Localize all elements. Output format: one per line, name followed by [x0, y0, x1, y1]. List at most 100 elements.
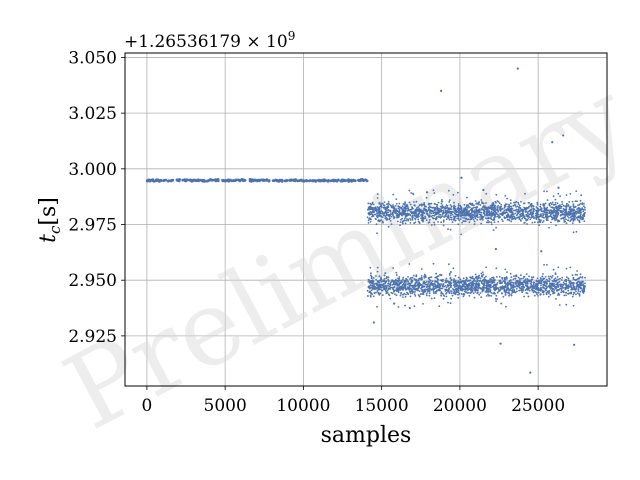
data-point: [573, 214, 575, 217]
data-point: [536, 214, 538, 216]
data-point: [471, 211, 473, 214]
data-point: [463, 217, 466, 219]
data-point: [380, 210, 382, 212]
data-point: [448, 218, 451, 221]
data-point: [467, 280, 469, 283]
y-tick-label: 2.950: [68, 271, 117, 291]
data-point: [550, 210, 553, 213]
data-point: [387, 213, 390, 216]
data-point: [466, 214, 469, 216]
data-point: [450, 212, 452, 215]
data-point: [503, 204, 506, 207]
data-point: [496, 208, 499, 211]
data-point: [560, 214, 562, 216]
data-point: [369, 294, 372, 297]
data-point: [545, 285, 547, 288]
data-point: [436, 211, 439, 213]
data-point: [405, 289, 407, 291]
data-point: [208, 178, 212, 182]
data-point: [370, 218, 372, 221]
data-point: [528, 289, 531, 292]
data-point: [465, 214, 467, 217]
data-point: [540, 250, 543, 253]
data-point: [490, 278, 493, 281]
data-point: [425, 292, 428, 295]
data-point: [489, 207, 492, 209]
data-point: [500, 287, 503, 289]
data-point: [567, 277, 570, 280]
data-point: [498, 275, 501, 278]
data-point: [395, 198, 398, 201]
data-point: [437, 278, 440, 281]
data-point: [375, 291, 377, 294]
data-point: [493, 221, 496, 224]
data-point: [448, 272, 451, 275]
data-point: [372, 282, 374, 285]
data-point: [434, 203, 437, 206]
data-point: [496, 282, 499, 284]
data-point: [381, 289, 384, 292]
data-point: [510, 287, 513, 290]
data-point: [573, 212, 575, 215]
data-point: [432, 262, 435, 265]
data-point: [520, 200, 522, 203]
data-point: [152, 179, 156, 183]
data-point: [483, 205, 486, 208]
data-point: [527, 217, 530, 219]
data-point: [420, 286, 423, 289]
data-point: [509, 208, 512, 211]
data-point: [389, 297, 392, 300]
data-point: [536, 287, 538, 290]
data-point: [528, 275, 530, 278]
data-point: [415, 211, 418, 213]
data-point: [562, 291, 565, 294]
data-point: [506, 271, 508, 273]
data-point: [579, 217, 582, 220]
data-point: [503, 216, 506, 219]
data-point: [453, 201, 455, 204]
data-point: [543, 204, 546, 207]
data-point: [425, 286, 428, 289]
data-point: [421, 215, 423, 218]
data-point: [528, 202, 530, 204]
data-point: [487, 219, 489, 222]
data-point: [537, 281, 540, 284]
data-point: [428, 287, 431, 290]
data-point: [469, 202, 471, 205]
data-point: [409, 222, 412, 224]
data-point: [560, 283, 562, 286]
data-point: [454, 219, 457, 222]
data-point: [441, 287, 444, 290]
data-point: [468, 221, 471, 224]
data-point: [459, 218, 462, 221]
data-point: [214, 179, 218, 183]
data-point: [556, 202, 559, 205]
data-point: [391, 213, 394, 216]
data-point: [497, 201, 500, 203]
data-point: [568, 208, 571, 211]
data-point: [375, 218, 377, 221]
data-point: [526, 284, 529, 287]
data-point: [391, 279, 393, 282]
data-point: [567, 212, 570, 215]
data-point: [401, 208, 404, 211]
data-point: [445, 295, 448, 298]
data-point: [516, 217, 518, 219]
data-point: [495, 193, 498, 196]
data-point: [441, 292, 444, 295]
data-point: [581, 218, 584, 221]
data-point: [460, 293, 463, 295]
data-point: [423, 202, 426, 204]
data-point: [512, 291, 515, 294]
data-point: [416, 280, 418, 282]
data-point: [575, 285, 578, 288]
data-point: [556, 275, 559, 278]
data-point: [546, 280, 549, 282]
data-point: [414, 295, 417, 297]
data-point: [465, 217, 468, 220]
data-point: [401, 205, 404, 208]
data-point: [537, 221, 539, 224]
data-point: [432, 211, 434, 213]
data-point: [486, 217, 488, 220]
data-point: [450, 218, 453, 221]
